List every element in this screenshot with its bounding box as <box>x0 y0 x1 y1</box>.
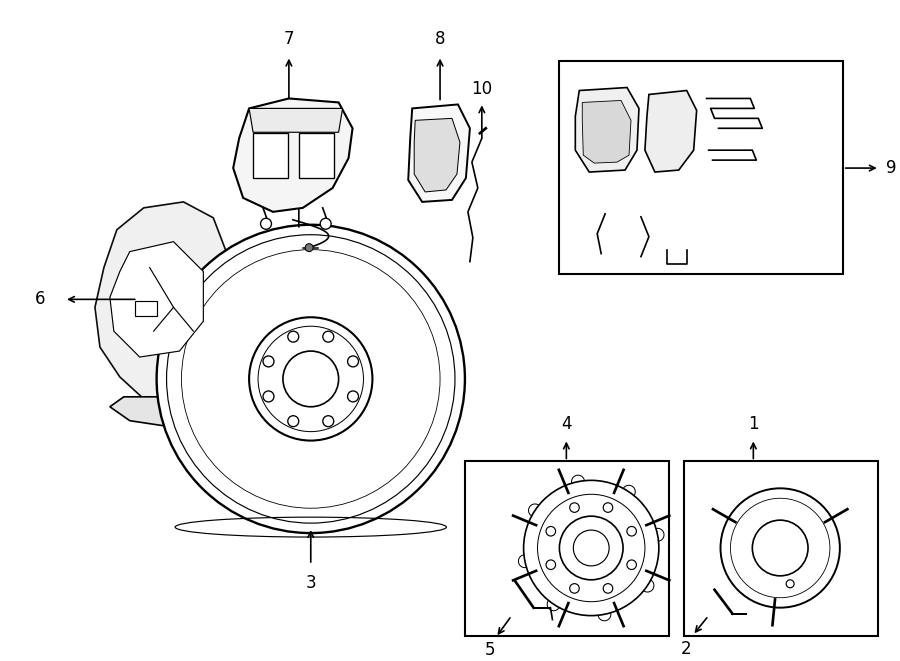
Circle shape <box>627 526 636 536</box>
Circle shape <box>320 218 331 229</box>
Circle shape <box>323 331 334 342</box>
Circle shape <box>721 488 840 607</box>
Circle shape <box>570 584 580 593</box>
Polygon shape <box>575 87 639 172</box>
Bar <box>465 461 669 635</box>
Circle shape <box>546 560 555 570</box>
Circle shape <box>263 356 274 367</box>
Circle shape <box>627 560 636 570</box>
Bar <box>135 301 157 316</box>
Text: 9: 9 <box>886 159 896 177</box>
Bar <box>560 61 842 274</box>
Text: 10: 10 <box>472 79 492 98</box>
Circle shape <box>347 391 358 402</box>
Polygon shape <box>249 108 343 132</box>
Circle shape <box>283 351 338 407</box>
Bar <box>299 134 334 178</box>
Text: 4: 4 <box>561 414 572 433</box>
Polygon shape <box>233 98 353 212</box>
Circle shape <box>288 331 299 342</box>
Circle shape <box>570 503 580 512</box>
Circle shape <box>560 516 623 580</box>
Polygon shape <box>110 242 203 357</box>
Text: 3: 3 <box>305 574 316 592</box>
Circle shape <box>603 503 613 512</box>
Text: 8: 8 <box>435 30 446 48</box>
Bar <box>684 461 878 635</box>
Polygon shape <box>409 104 470 202</box>
Circle shape <box>752 520 808 576</box>
Text: 1: 1 <box>748 414 759 433</box>
Circle shape <box>323 416 334 426</box>
Circle shape <box>288 416 299 426</box>
Text: 6: 6 <box>35 290 46 308</box>
Circle shape <box>157 225 465 533</box>
Bar <box>253 134 288 178</box>
Circle shape <box>347 356 358 367</box>
Circle shape <box>524 481 659 615</box>
Text: 7: 7 <box>284 30 294 48</box>
Text: 5: 5 <box>484 641 495 660</box>
Polygon shape <box>110 397 213 426</box>
Polygon shape <box>94 202 226 407</box>
Circle shape <box>249 317 373 441</box>
Circle shape <box>546 526 555 536</box>
Circle shape <box>263 391 274 402</box>
Polygon shape <box>582 100 631 163</box>
Circle shape <box>603 584 613 593</box>
Circle shape <box>260 218 272 229</box>
Text: 11: 11 <box>288 169 310 187</box>
Polygon shape <box>645 91 697 172</box>
Polygon shape <box>414 118 460 192</box>
Circle shape <box>305 244 313 252</box>
Text: 2: 2 <box>680 641 691 658</box>
